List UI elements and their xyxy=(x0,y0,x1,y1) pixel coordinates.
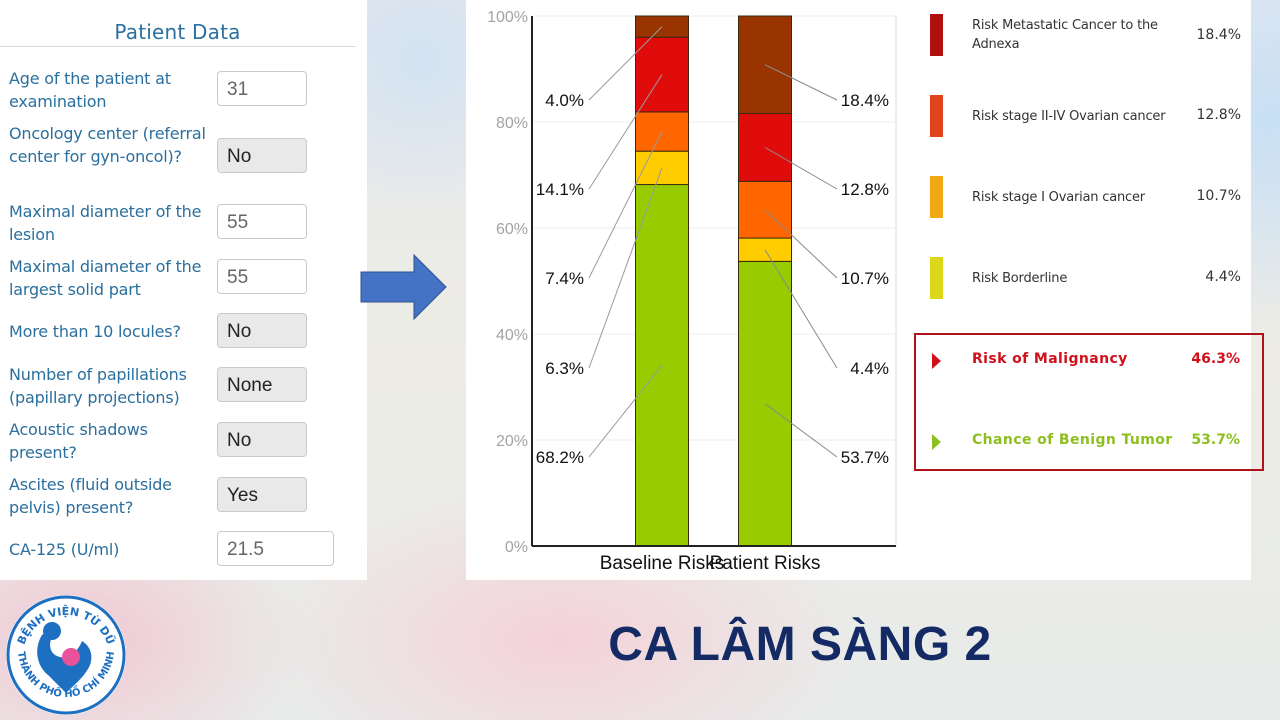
data-label: 14.1% xyxy=(536,180,584,199)
risk-summary-box: Risk of Malignancy 46.3% Chance of Benig… xyxy=(914,333,1264,471)
triangle-right-icon xyxy=(932,434,941,450)
leader-line xyxy=(588,364,663,458)
max-diameter-lesion-input[interactable]: 55 xyxy=(217,204,307,239)
legend-item-metastatic: Risk Metastatic Cancer to the Adnexa 18.… xyxy=(930,14,1250,58)
title-divider xyxy=(0,46,356,47)
max-diameter-solid-input[interactable]: 55 xyxy=(217,259,307,294)
labels: 0% 20% 40% 60% 80% 100% 68.2% 6.3% 7.4% 14.1% 4.0%… xyxy=(487,9,889,574)
summary-row-malignancy: Risk of Malignancy 46.3% xyxy=(916,349,1262,373)
leader-lines xyxy=(588,26,838,458)
y-tick-label: 0% xyxy=(505,539,528,556)
legend-label-borderline: Risk Borderline xyxy=(972,271,1068,286)
legend-swatch-stage-2-4 xyxy=(930,95,943,137)
leader-line xyxy=(764,403,838,458)
leader-line xyxy=(588,167,663,369)
legend-label-stage-1: Risk stage I Ovarian cancer xyxy=(972,190,1145,205)
data-label: 10.7% xyxy=(841,269,889,288)
field-label-max-diameter-lesion: Maximal diameter of the lesion xyxy=(9,202,202,244)
field-label-max-diameter-solid: Maximal diameter of the largest solid pa… xyxy=(9,257,202,299)
baby-shape xyxy=(62,648,80,666)
legend-value-borderline: 4.4% xyxy=(1205,269,1241,285)
data-label: 4.4% xyxy=(850,359,889,378)
papillations-select[interactable]: None xyxy=(217,367,307,402)
leader-line xyxy=(764,147,838,190)
acoustic-shadows-select[interactable]: No xyxy=(217,422,307,457)
field-label-oncology-center: Oncology center (referral center for gyn… xyxy=(9,124,206,166)
slide-title: CA LÂM SÀNG 2 xyxy=(608,618,992,671)
field-label-locules: More than 10 locules? xyxy=(9,322,181,341)
stacked-bar-chart: 0% 20% 40% 60% 80% 100% 68.2% 6.3% 7.4% 14.1% 4.0%… xyxy=(487,9,897,574)
legend-value-stage-1: 10.7% xyxy=(1196,188,1241,204)
logo-ring xyxy=(6,595,126,715)
legend-value-stage-2-4: 12.8% xyxy=(1196,107,1241,123)
age-input[interactable]: 31 xyxy=(217,71,307,106)
locules-select[interactable]: No xyxy=(217,313,307,348)
patient-data-title: Patient Data xyxy=(114,20,241,44)
data-label: 4.0% xyxy=(545,91,584,110)
legend-swatch-stage-1 xyxy=(930,176,943,218)
legend-label-metastatic: Risk Metastatic Cancer to the Adnexa xyxy=(972,18,1158,52)
leader-line xyxy=(764,209,838,279)
right-arrow-icon xyxy=(360,254,447,320)
legend-value-metastatic: 18.4% xyxy=(1196,27,1241,43)
y-tick-label: 40% xyxy=(496,327,528,344)
x-category-label: Patient Risks xyxy=(710,553,821,574)
axes xyxy=(531,16,896,547)
ascites-select[interactable]: Yes xyxy=(217,477,307,512)
triangle-right-icon xyxy=(932,353,941,369)
field-label-ca125: CA-125 (U/ml) xyxy=(9,540,120,559)
leader-line xyxy=(588,74,663,190)
bars xyxy=(635,15,792,547)
data-label: 68.2% xyxy=(536,448,584,467)
leader-line xyxy=(588,26,663,101)
legend-item-stage-2-4: Risk stage II-IV Ovarian cancer 12.8% xyxy=(930,95,1250,139)
legend-swatch-borderline xyxy=(930,257,943,299)
gridlines xyxy=(532,15,897,546)
leader-line xyxy=(764,64,838,101)
field-label-papillations: Number of papillations (papillary projec… xyxy=(9,365,187,407)
data-label: 18.4% xyxy=(841,91,889,110)
y-tick-label: 100% xyxy=(487,9,528,26)
legend-item-stage-1: Risk stage I Ovarian cancer 10.7% xyxy=(930,176,1250,220)
data-label: 12.8% xyxy=(841,180,889,199)
legend-swatch-metastatic xyxy=(930,14,943,56)
chance-of-benign-value: 53.7% xyxy=(1191,432,1240,448)
patient-data-panel: Patient Data Age of the patient at exami… xyxy=(0,0,367,580)
bar-segment xyxy=(738,113,792,182)
field-label-age: Age of the patient at examination xyxy=(9,69,171,111)
field-label-acoustic-shadows: Acoustic shadows present? xyxy=(9,420,148,462)
arrow-shape xyxy=(360,254,447,320)
y-tick-label: 80% xyxy=(496,115,528,132)
leader-line xyxy=(588,131,663,279)
y-tick-label: 20% xyxy=(496,433,528,450)
data-label: 7.4% xyxy=(545,269,584,288)
risk-chart-panel: 0% 20% 40% 60% 80% 100% 68.2% 6.3% 7.4% 14.1% 4.0%… xyxy=(466,0,1251,580)
chance-of-benign-label: Chance of Benign Tumor xyxy=(972,432,1173,448)
data-label: 53.7% xyxy=(841,448,889,467)
y-tick-label: 60% xyxy=(496,221,528,238)
legend-label-stage-2-4: Risk stage II-IV Ovarian cancer xyxy=(972,109,1166,124)
legend-item-borderline: Risk Borderline 4.4% xyxy=(930,257,1250,301)
mother-head-shape xyxy=(43,622,61,640)
risk-of-malignancy-value: 46.3% xyxy=(1191,351,1240,367)
ca125-input[interactable]: 21.5 xyxy=(217,531,334,566)
hospital-logo: BỆNH VIỆN TỪ DŨ THÀNH PHỐ HỒ CHÍ MINH xyxy=(6,595,126,715)
oncology-center-select[interactable]: No xyxy=(217,138,307,173)
leader-line xyxy=(764,249,838,369)
bar-segment xyxy=(738,15,792,115)
risk-of-malignancy-label: Risk of Malignancy xyxy=(972,351,1128,367)
field-label-ascites: Ascites (fluid outside pelvis) present? xyxy=(9,475,172,517)
x-category-label: Baseline Risks xyxy=(600,553,725,574)
summary-row-benign: Chance of Benign Tumor 53.7% xyxy=(916,430,1262,454)
data-label: 6.3% xyxy=(545,359,584,378)
